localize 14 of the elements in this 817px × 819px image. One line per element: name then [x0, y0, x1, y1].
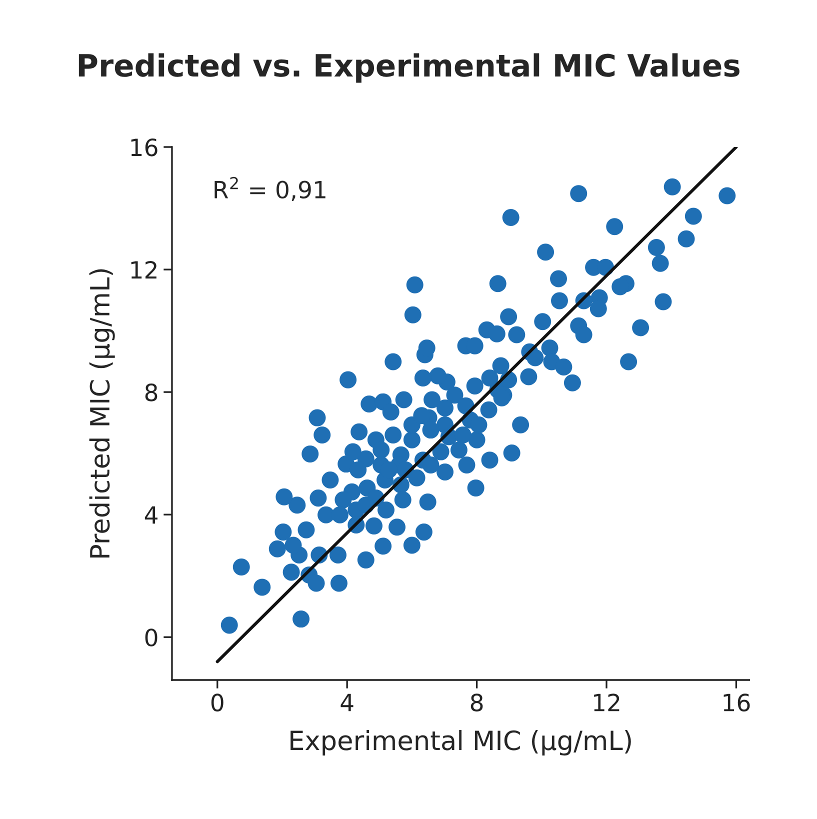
y-tick-label: 16	[131, 138, 158, 156]
y-axis-title: Predicted MIC (µg/mL)	[89, 269, 115, 558]
x-tick-label: 8	[470, 694, 483, 712]
annotation: R$^{2}$ = 0,91	[214, 176, 326, 201]
y-tick-label: 0	[145, 628, 158, 646]
chart-title: Predicted vs. Experimental MIC Values	[78, 53, 740, 83]
x-tick-label: 0	[211, 694, 224, 712]
y-tick-label: 8	[145, 384, 158, 402]
x-tick-label: 12	[594, 694, 620, 712]
y-tick-label: 12	[131, 260, 156, 279]
x-tick-label: 16	[724, 694, 750, 712]
x-tick-label: 4	[340, 694, 354, 712]
y-tick-label: 4	[144, 506, 158, 524]
x-axis-title: Experimental MIC (µg/mL)	[290, 730, 631, 756]
